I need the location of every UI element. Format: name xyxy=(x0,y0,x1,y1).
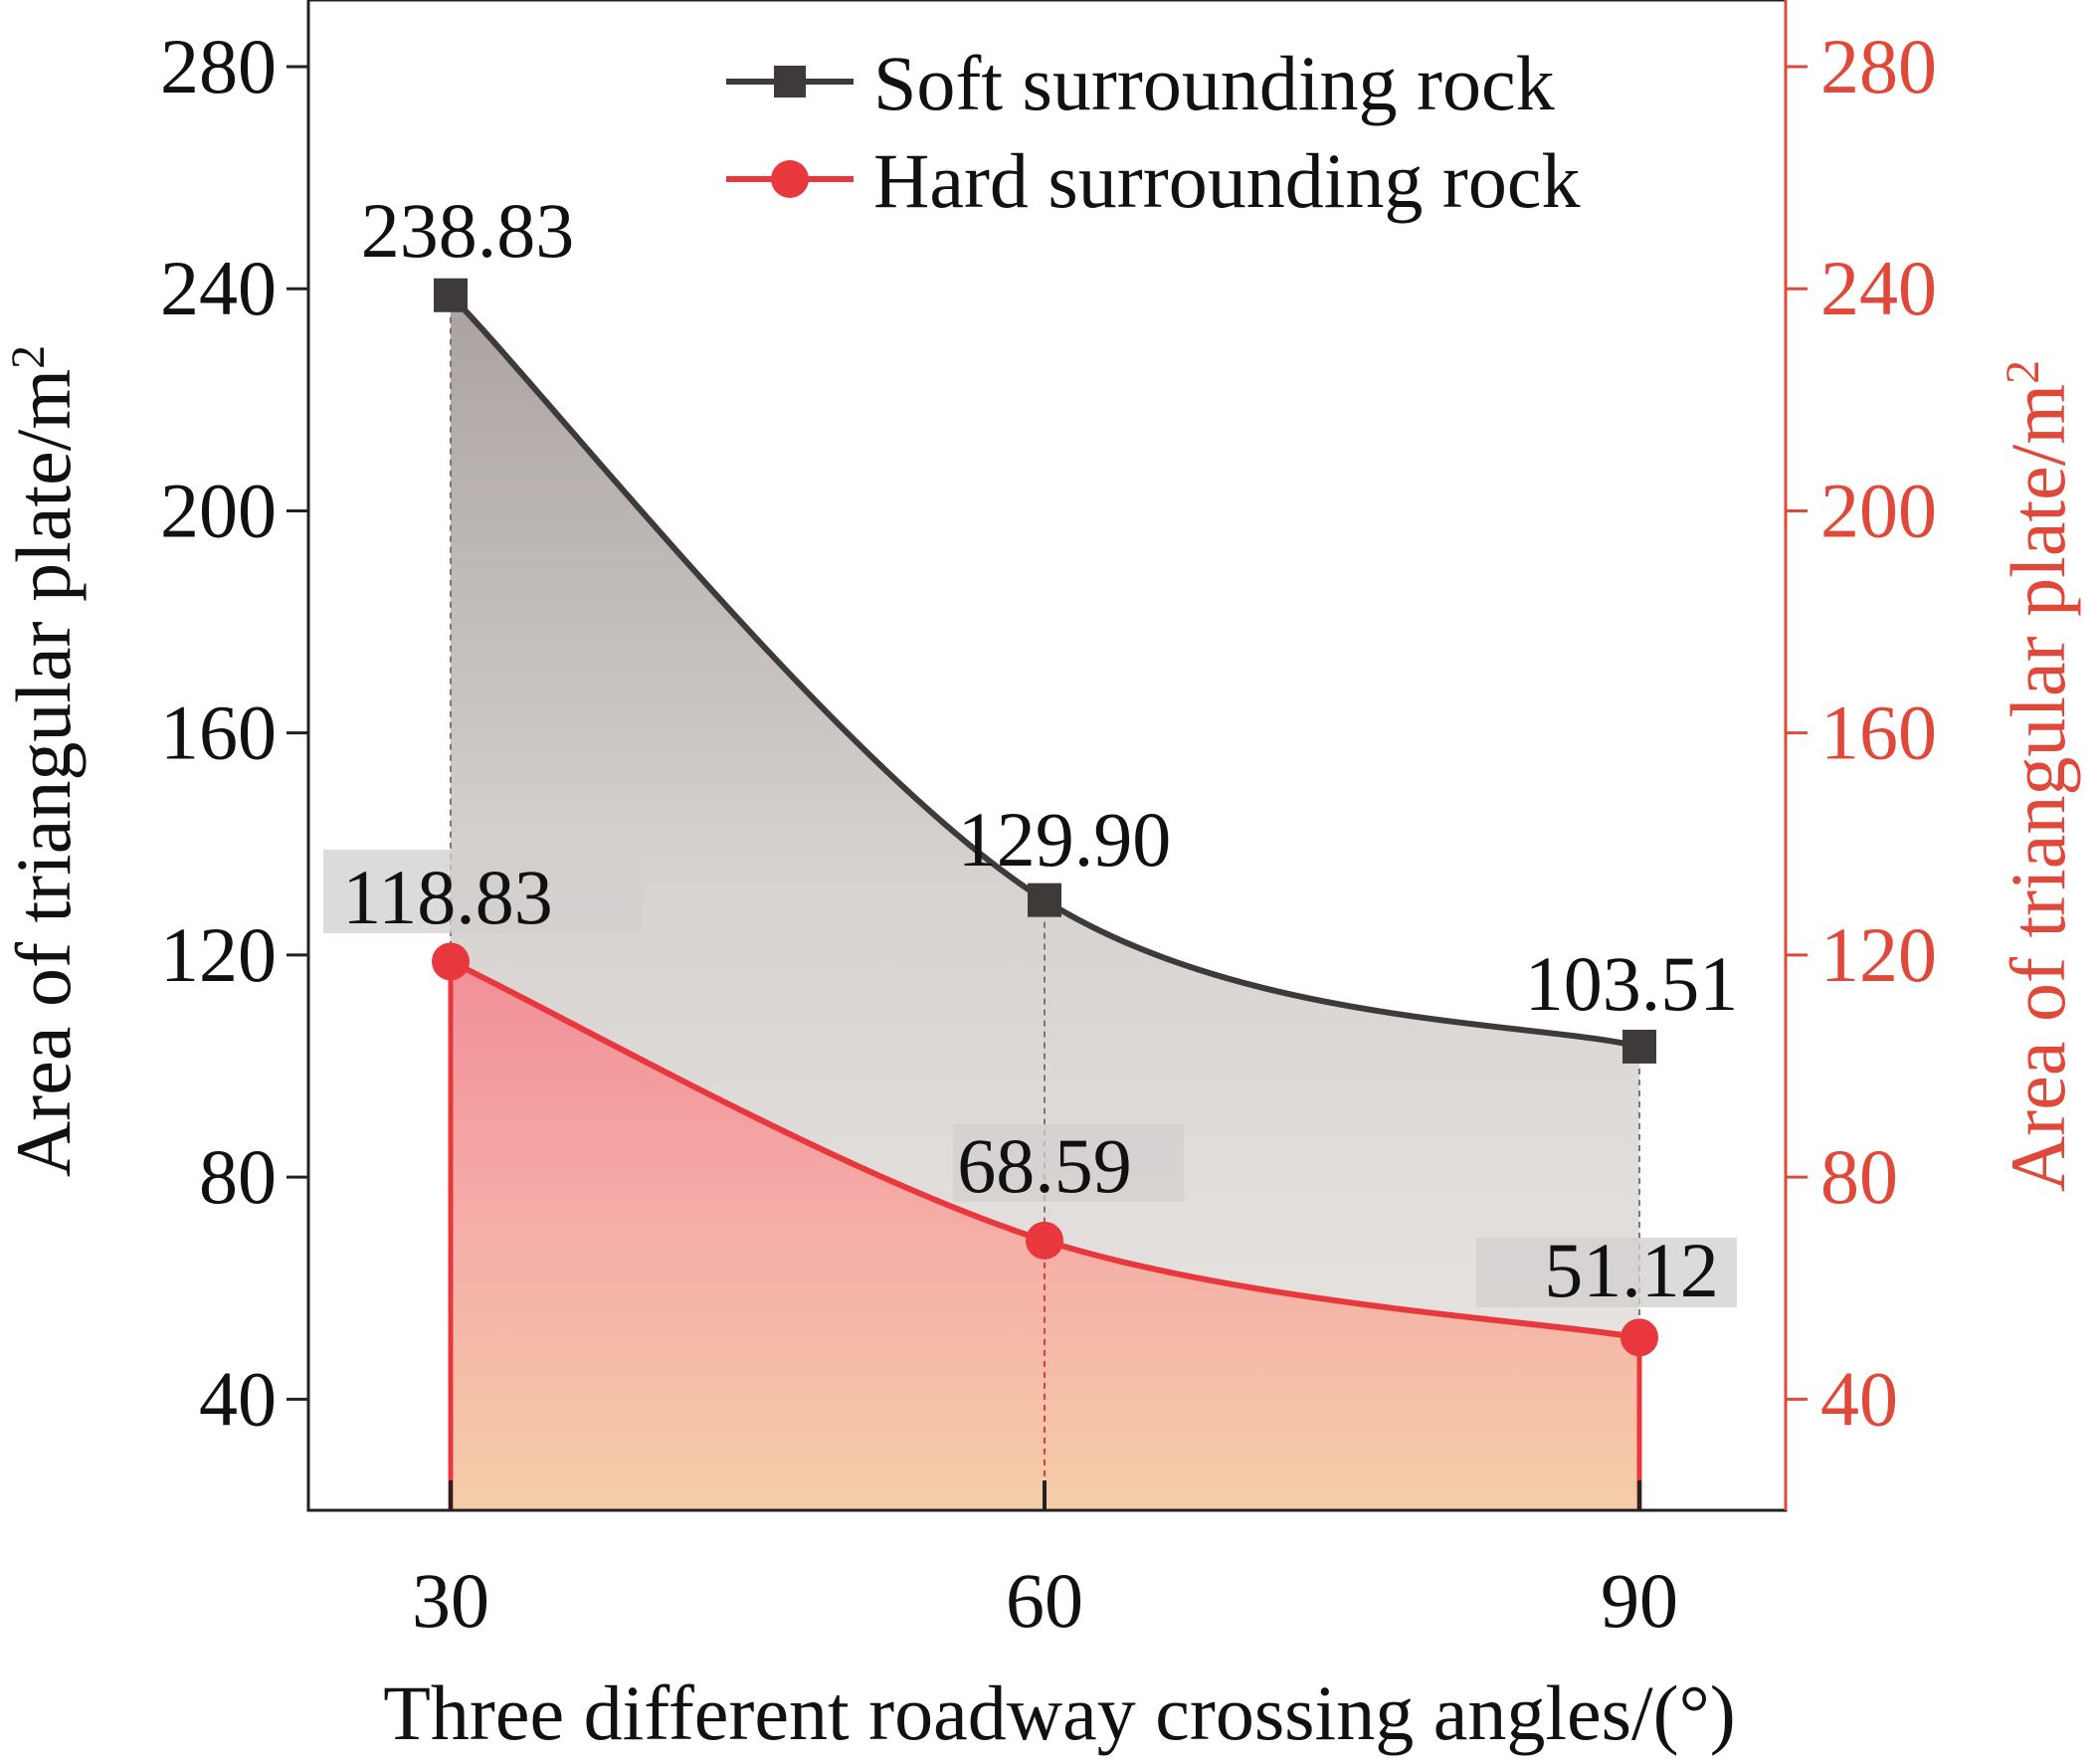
x-tick-label: 90 xyxy=(1601,1557,1678,1644)
hard-label-background xyxy=(953,1124,1184,1202)
right-y-tick-label: 240 xyxy=(1820,245,1937,331)
hard-point-marker xyxy=(432,942,470,981)
soft-data-label: 129.90 xyxy=(958,796,1172,882)
legend-hard-marker xyxy=(771,160,809,198)
series-markers xyxy=(432,278,1658,1357)
left-y-tick-label: 240 xyxy=(160,245,277,331)
right-y-axis: 40 80 120 160 200 240 280 xyxy=(1786,23,1937,1442)
left-y-tick-label: 80 xyxy=(199,1133,277,1220)
y-axis-title-right-sup: 2 xyxy=(1997,360,2049,384)
data-label-backgrounds xyxy=(323,850,1737,1307)
x-tick-label: 60 xyxy=(1006,1557,1083,1644)
data-labels: 238.83 129.90 103.51 118.83 68.59 51.12 xyxy=(342,187,1738,1313)
y-axis-title-right-text: Area of triangular plate/m xyxy=(1995,384,2081,1192)
legend-soft-label: Soft surrounding rock xyxy=(873,40,1555,126)
left-y-tick-label: 200 xyxy=(160,467,277,553)
x-tick-label: 30 xyxy=(412,1557,489,1644)
left-y-tick-label: 120 xyxy=(160,911,277,998)
legend-hard-label: Hard surrounding rock xyxy=(873,137,1581,224)
hard-data-label: 51.12 xyxy=(1544,1227,1719,1313)
right-y-tick-label: 40 xyxy=(1820,1355,1898,1442)
soft-area-fill xyxy=(451,294,1639,1338)
left-y-tick-label: 280 xyxy=(160,23,277,109)
y-axis-title-left-text: Area of triangular plate/m xyxy=(0,369,87,1177)
hard-data-label: 118.83 xyxy=(342,854,553,940)
y-axis-title-left-sup: 2 xyxy=(2,345,55,369)
x-axis-title: Three different roadway crossing angles/… xyxy=(383,1669,1736,1756)
right-y-tick-label: 80 xyxy=(1820,1133,1898,1220)
left-y-tick-label: 160 xyxy=(160,689,277,776)
right-y-tick-label: 200 xyxy=(1820,467,1937,553)
soft-point-marker xyxy=(434,278,468,312)
y-axis-title-left: Area of triangular plate/m2 xyxy=(0,345,87,1177)
hard-label-background xyxy=(323,850,642,933)
hard-area-fill xyxy=(451,961,1639,1510)
hard-label-background xyxy=(1476,1238,1737,1307)
hard-data-label: 68.59 xyxy=(957,1122,1132,1209)
legend: Soft surrounding rock Hard surrounding ro… xyxy=(726,40,1581,224)
y-axis-title-right: Area of triangular plate/m2 xyxy=(1995,360,2081,1192)
soft-data-label: 238.83 xyxy=(361,187,575,274)
right-y-tick-label: 120 xyxy=(1820,911,1937,998)
legend-soft-marker xyxy=(774,66,806,98)
hard-point-marker xyxy=(1621,1318,1658,1357)
soft-point-marker xyxy=(1028,882,1061,917)
x-axis: 30 60 90 xyxy=(412,1480,1678,1644)
left-y-axis: 40 80 120 160 200 240 280 xyxy=(160,23,308,1442)
soft-series-line xyxy=(448,293,1640,1050)
right-y-tick-label: 160 xyxy=(1820,689,1937,776)
right-y-tick-label: 280 xyxy=(1820,23,1937,109)
left-y-tick-label: 40 xyxy=(199,1355,277,1442)
area-fills xyxy=(451,294,1639,1510)
soft-data-label: 103.51 xyxy=(1525,940,1739,1027)
soft-point-marker xyxy=(1622,1029,1656,1064)
hard-point-marker xyxy=(1026,1221,1063,1260)
